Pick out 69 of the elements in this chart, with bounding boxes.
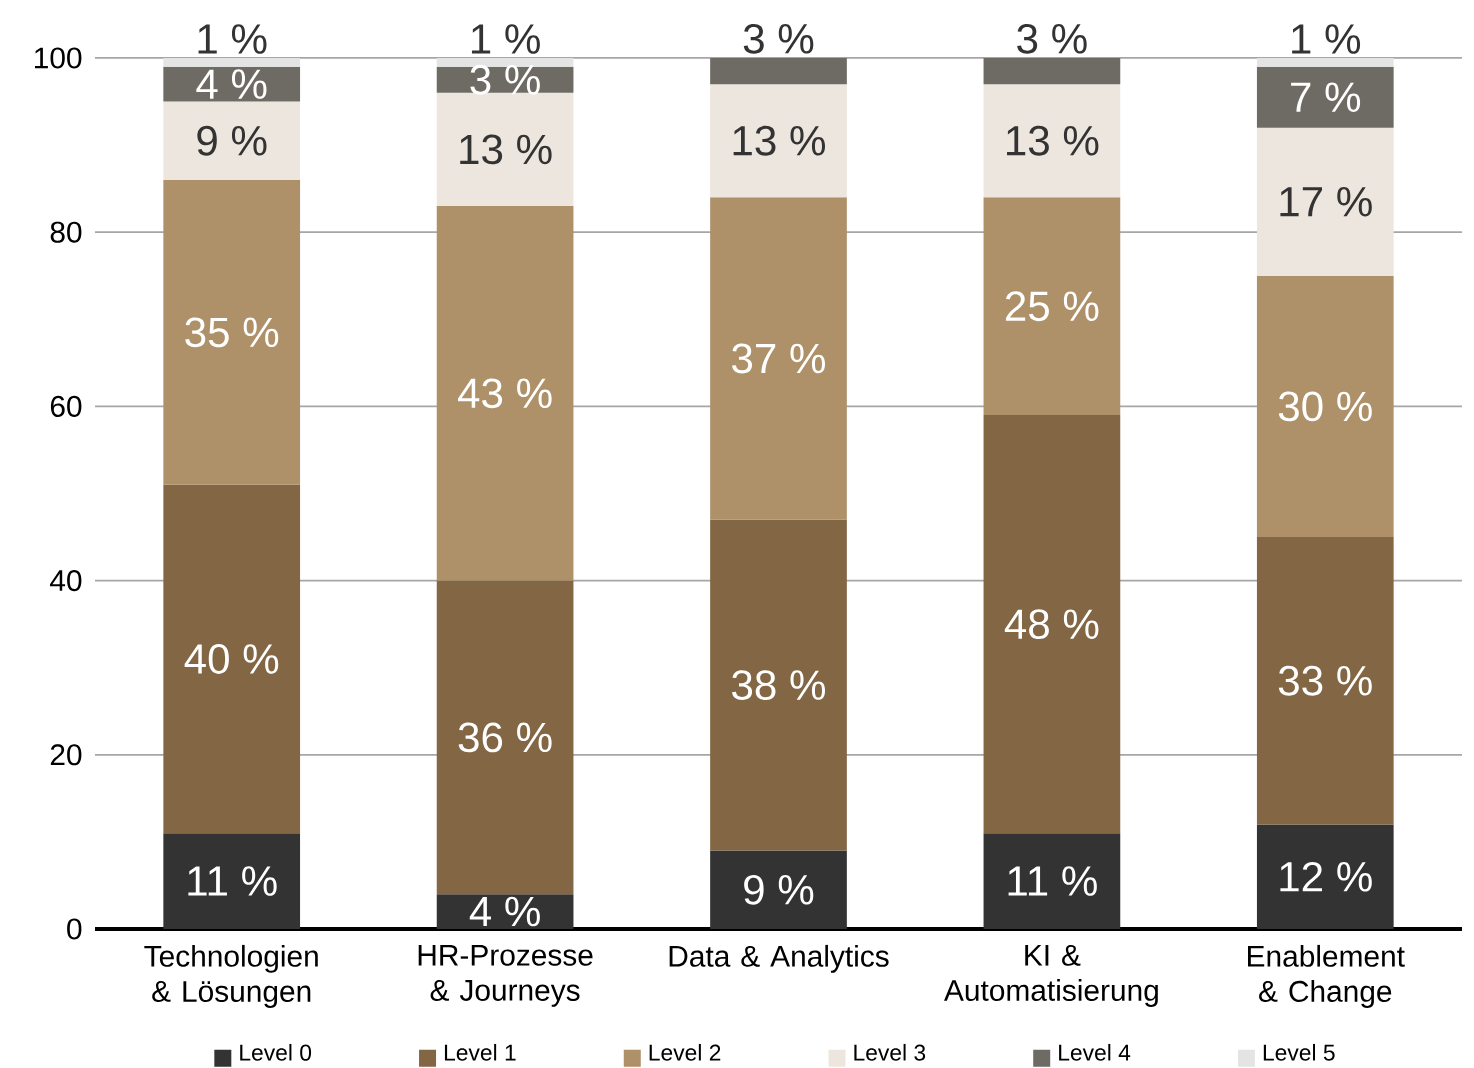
data-label: 3 % — [1017, 23, 1087, 54]
y-tick-label: 0 — [67, 918, 82, 940]
x-tick-label: Technologien & Lösungen — [144, 944, 318, 1008]
data-label: 35 % — [185, 317, 279, 348]
data-label: 9 % — [197, 125, 267, 156]
bar — [163, 484, 301, 834]
data-label: 7 % — [1291, 82, 1361, 112]
legend-label: Level 3 — [854, 1043, 926, 1061]
data-label: 13 % — [1007, 125, 1099, 156]
data-label: 13 % — [733, 125, 826, 156]
data-label: 36 % — [458, 722, 552, 753]
bar — [163, 101, 301, 180]
data-label: 1 % — [198, 24, 267, 54]
bar — [1256, 127, 1394, 276]
data-label: 38 % — [732, 670, 826, 701]
y-tick-label: 20 — [50, 744, 82, 766]
bar — [1256, 537, 1394, 825]
bar — [1256, 66, 1394, 128]
data-label: 4 % — [469, 896, 540, 927]
x-tick-label: Data & Analytics — [669, 944, 889, 973]
bar — [1256, 275, 1394, 538]
y-tick-label: 40 — [50, 570, 82, 592]
bar — [436, 580, 574, 895]
bar — [163, 833, 301, 929]
bar — [983, 84, 1121, 198]
bar — [1256, 57, 1394, 67]
data-label: 17 % — [1280, 186, 1372, 217]
bar — [163, 66, 301, 102]
data-label: 13 % — [460, 134, 552, 165]
y-tick-label: 100 — [35, 47, 82, 69]
legend-label: Level 5 — [1263, 1043, 1335, 1061]
data-label: 11 % — [188, 866, 277, 896]
bar — [1256, 824, 1394, 929]
bar — [710, 57, 847, 85]
x-tick-label: HR-Prozesse & Journeys — [418, 944, 593, 1007]
bar — [983, 57, 1121, 85]
legend-label: Level 0 — [240, 1043, 312, 1061]
data-label: 11 % — [1008, 866, 1097, 896]
data-label: 30 % — [1278, 391, 1372, 422]
bar — [163, 179, 301, 485]
y-tick-label: 80 — [50, 221, 82, 243]
bar — [163, 57, 301, 67]
bar — [710, 197, 847, 520]
x-tick-label: KI & Automatisierung — [944, 944, 1158, 1007]
data-label: 40 % — [184, 644, 279, 674]
legend-label: Level 1 — [444, 1043, 516, 1061]
legend-label: Level 2 — [649, 1043, 721, 1061]
data-label: 1 % — [471, 24, 540, 54]
data-label: 48 % — [1004, 609, 1099, 640]
data-label: 33 % — [1278, 665, 1372, 696]
bar — [710, 850, 847, 929]
data-label: 3 % — [470, 64, 540, 95]
x-tick-label: Enablement & Change — [1248, 944, 1405, 1008]
data-label: 9 % — [744, 874, 814, 905]
data-label: 4 % — [196, 69, 267, 99]
bar — [710, 519, 847, 851]
bar — [983, 415, 1121, 834]
bar — [983, 833, 1121, 929]
legend-label: Level 4 — [1059, 1043, 1131, 1061]
bar — [436, 206, 574, 581]
bar — [710, 84, 847, 198]
data-label: 1 % — [1292, 24, 1361, 54]
y-tick-label: 60 — [50, 395, 82, 417]
bar — [983, 197, 1121, 416]
data-label: 3 % — [743, 23, 814, 54]
data-label: 37 % — [732, 343, 826, 374]
data-label: 25 % — [1005, 291, 1099, 322]
data-label: 12 % — [1280, 861, 1372, 892]
data-label: 43 % — [458, 378, 552, 409]
